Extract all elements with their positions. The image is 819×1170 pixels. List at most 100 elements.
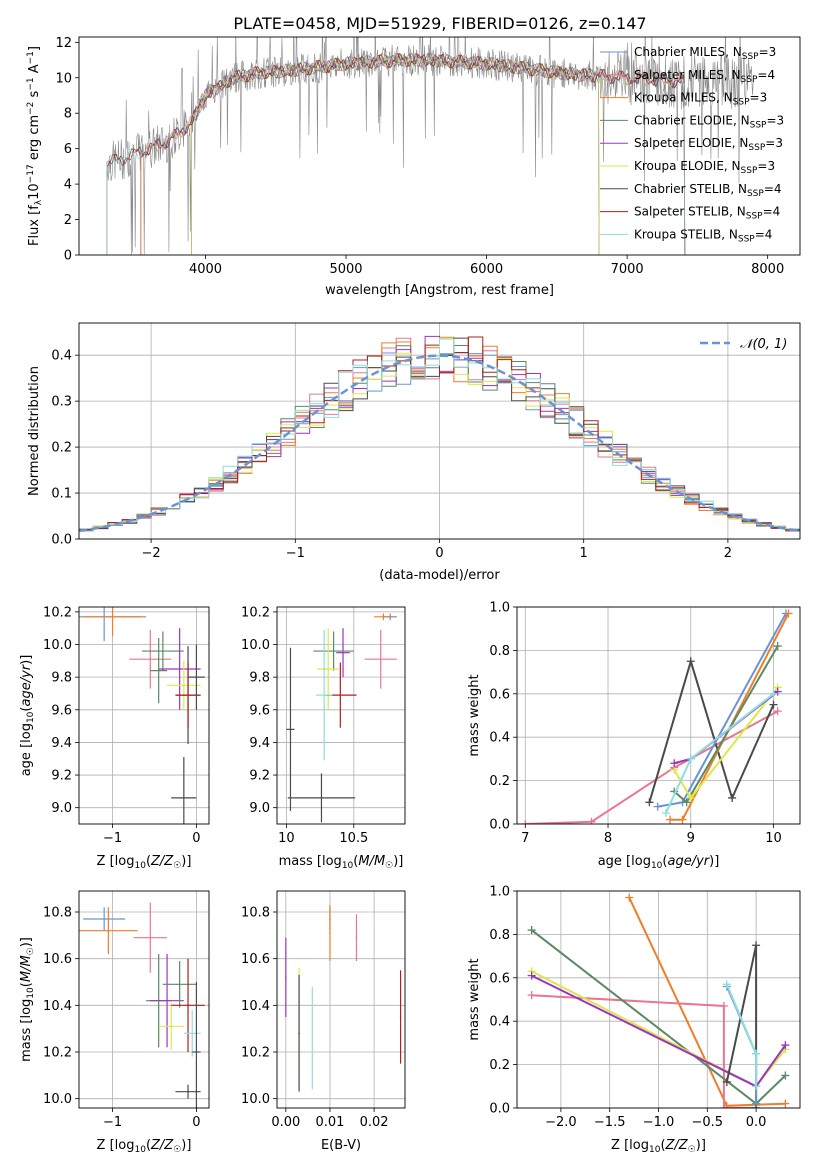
x-axis-label: Z [log10(Z/Z☉)]: [97, 854, 192, 871]
x-tick-label: −1: [286, 546, 305, 561]
x-tick-label: 7: [521, 831, 529, 846]
label-part: mass [log: [279, 854, 342, 869]
label-part: M/M: [19, 955, 34, 982]
x-axis-label: age [log10(age/yr)]: [598, 854, 720, 871]
weight-line-salpeter_miles: [525, 710, 779, 824]
label-part: age [log: [598, 854, 651, 869]
weight-marker: [666, 815, 675, 824]
x-tick-label: 2: [724, 546, 732, 561]
weight-marker: [653, 802, 662, 811]
label-part: Z/Z: [150, 854, 174, 869]
plot-area: [286, 613, 397, 823]
legend-entry: Salpeter MILES, NSSP=4: [634, 68, 775, 85]
legend-entry: Salpeter STELIB, NSSP=4: [634, 205, 780, 222]
label-part: 10: [26, 987, 36, 999]
y-tick-label: 9.0: [51, 801, 72, 816]
y-tick-label: 0.2: [51, 441, 72, 456]
x-tick-label: 10: [765, 831, 782, 846]
weight-marker: [719, 1002, 728, 1011]
legend-entry: Chabrier MILES, NSSP=3: [634, 45, 776, 62]
y-tick-label: 0.6: [489, 687, 510, 702]
data-point: [111, 615, 114, 618]
legend-sub: SSP: [738, 234, 755, 244]
y-tick-label: 2: [64, 213, 72, 228]
y-tick-label: 4: [64, 178, 72, 193]
weight-marker: [587, 817, 596, 824]
grid-lines: [277, 891, 405, 1108]
data-point: [187, 694, 189, 696]
label-part: ☉: [26, 947, 36, 955]
plot-area: [285, 905, 402, 1092]
y-tick-label: 1.0: [489, 601, 510, 616]
x-tick-label: −1.5: [594, 1115, 626, 1130]
panel-z_weight: −2.0 −1.5 −1.0 −0.5 0.0 0.0 0.2 0.4 0.6 0.8 1.0 Z […: [467, 885, 801, 1155]
label-part: Z [log: [611, 1138, 649, 1153]
data-point: [149, 936, 152, 939]
axes-frame: [276, 890, 406, 1109]
plot-area: [106, 37, 754, 255]
y-tick-label: 10.0: [241, 1092, 270, 1107]
data-point: [285, 976, 287, 979]
y-tick-label: 10.2: [241, 605, 270, 620]
legend-sub: SSP: [750, 120, 767, 130]
plot-area: [79, 335, 800, 533]
label-part: −17: [26, 164, 36, 183]
weight-marker: [682, 798, 691, 807]
y-tick-label: 0.8: [489, 644, 510, 659]
label-part: )]: [19, 655, 34, 665]
data-point: [289, 728, 292, 731]
x-tick-label: −1.0: [643, 1115, 675, 1130]
label-part: λ: [34, 199, 44, 205]
x-tick-label: 0.0: [746, 1115, 767, 1130]
data-point: [327, 668, 330, 670]
x-axis-label: (data-model)/error: [379, 568, 500, 583]
x-axis-label: E(B-V): [321, 1138, 361, 1153]
legend-entry: Salpeter ELODIE, NSSP=3: [634, 136, 783, 153]
panel-spectrum: 4000 5000 6000 7000 8000 0 2 4 6 8 10 12 wavelength …: [26, 36, 801, 298]
y-tick-label: 10.4: [241, 999, 270, 1014]
legend: Chabrier MILES, NSSP=3 Salpeter MILES, NS…: [600, 45, 784, 244]
x-tick-label: 10.5: [339, 831, 368, 846]
label-part: 10: [134, 1145, 146, 1155]
legend-sub: SSP: [742, 52, 759, 62]
weight-marker: [645, 798, 654, 807]
y-tick-label: 0.4: [51, 349, 72, 364]
y-tick-label: 0.0: [51, 533, 72, 548]
x-tick-label: 5000: [329, 262, 362, 277]
x-tick-label: 8000: [751, 262, 784, 277]
data-point: [103, 918, 105, 920]
x-tick-label: −2.0: [545, 1115, 577, 1130]
axes-frame: [78, 890, 210, 1109]
legend-entry: Kroupa ELODIE, NSSP=3: [634, 159, 775, 176]
y-tick-label: 6: [64, 142, 72, 157]
legend-tail: =3: [750, 91, 768, 105]
data-point: [149, 658, 152, 661]
data-point: [178, 668, 181, 670]
legend-text: Salpeter STELIB, N: [634, 205, 746, 219]
weight-marker: [521, 820, 530, 824]
data-point: [399, 1016, 402, 1018]
grid-lines: [277, 607, 405, 824]
y-axis-label: age [log10(age/yr)]: [19, 655, 36, 777]
legend-entry: 𝒩(0, 1): [740, 337, 787, 352]
weight-marker: [686, 657, 695, 666]
x-tick-label: 9: [687, 831, 695, 846]
label-part: Z/Z: [150, 1138, 174, 1153]
legend-sub: SSP: [748, 143, 765, 153]
x-tick-label: 0: [192, 831, 200, 846]
y-tick-label: 0.4: [489, 1015, 510, 1030]
weight-marker: [781, 1099, 790, 1108]
label-part: (: [146, 854, 151, 869]
label-part: ☉: [173, 1145, 181, 1155]
axes-frame: [78, 36, 801, 256]
weight-marker: [686, 754, 695, 763]
label-part: 10: [26, 711, 36, 723]
label-part: (: [19, 707, 34, 712]
label-part: ☉: [385, 861, 393, 871]
y-tick-label: 10.8: [43, 906, 72, 921]
weight-marker: [752, 941, 761, 950]
legend-tail: =4: [763, 205, 781, 219]
data-point: [379, 658, 382, 661]
weight-marker: [686, 793, 695, 802]
y-tick-label: 10.0: [43, 638, 72, 653]
